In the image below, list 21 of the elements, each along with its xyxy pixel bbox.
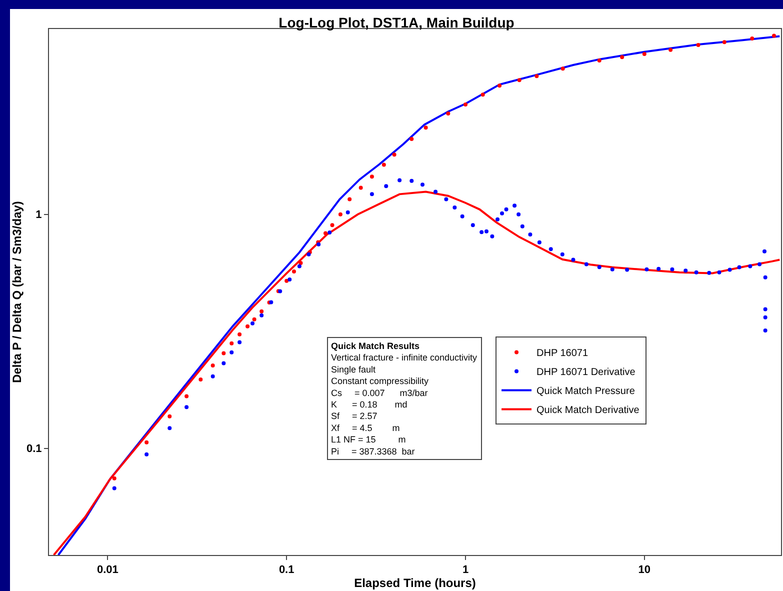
- annotation: Vertical fracture - infinite conductivity: [331, 352, 478, 363]
- annotation: Sf = 2.57: [331, 411, 378, 422]
- annotation: Single fault: [331, 364, 376, 374]
- annotation: Pi = 387.3368 bar: [331, 446, 415, 456]
- legend-label: DHP 16071 Derivative: [536, 367, 636, 378]
- x-tick-label: 0.01: [96, 564, 118, 576]
- y-axis-title: Delta P / Delta Q (bar / Sm3/day): [10, 201, 24, 383]
- legend-label: Quick Match Pressure: [536, 386, 636, 398]
- x-tick-label: 0.1: [278, 564, 294, 576]
- legend-label: Quick Match Derivative: [536, 405, 640, 416]
- annotation: L1 NF = 15 m: [331, 434, 406, 445]
- annotation: Cs = 0.007 m3/bar: [331, 388, 428, 398]
- x-tick-label: 10: [638, 564, 651, 576]
- annotation: Constant compressibility: [331, 376, 430, 386]
- chart-title: Log-Log Plot, DST1A, Main Buildup: [278, 14, 514, 31]
- annotation: Xf = 4.5 m: [331, 422, 400, 433]
- legend-label: DHP 16071: [536, 348, 588, 360]
- annotation: Quick Match Results: [331, 341, 420, 351]
- annotation: K = 0.18 md: [331, 400, 408, 410]
- x-axis-title: Elapsed Time (hours): [354, 576, 476, 590]
- x-tick-label: 1: [462, 564, 469, 576]
